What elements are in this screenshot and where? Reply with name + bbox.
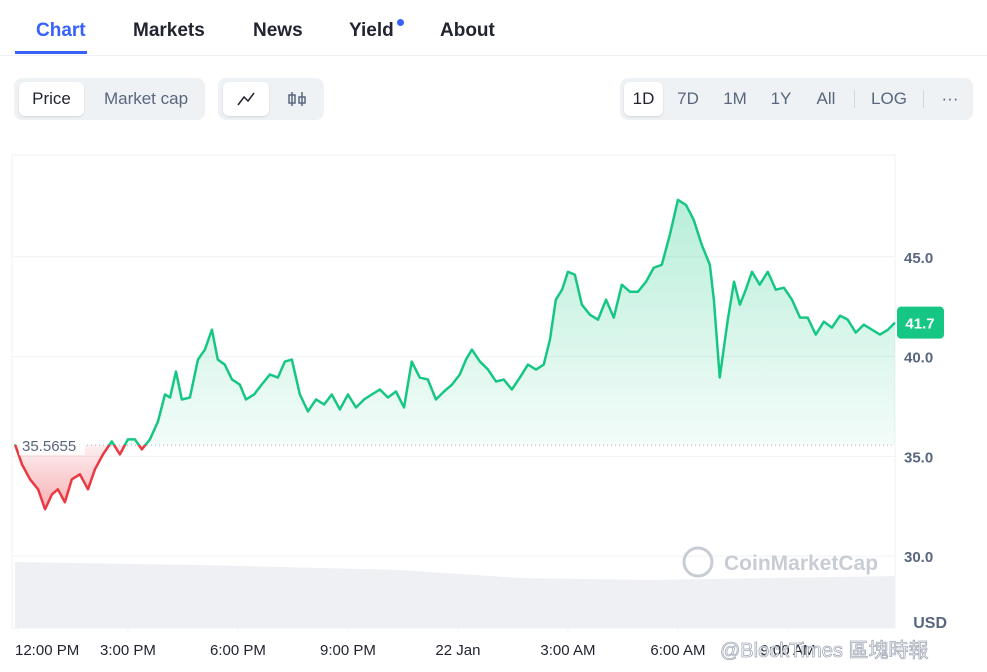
icon-path <box>291 92 303 106</box>
toggle-button[interactable]: Market cap <box>103 89 189 108</box>
line-style-button[interactable] <box>223 82 269 116</box>
price-tag-label: 41.7 <box>905 316 934 333</box>
price-tag <box>897 306 944 339</box>
x-tick-label: 22 Jan <box>435 642 480 659</box>
y-tick-label: 30.0 <box>904 549 933 566</box>
tab[interactable]: News <box>253 20 303 41</box>
watermark-logo <box>682 546 714 578</box>
tab-underline <box>15 51 87 54</box>
toggle-button[interactable]: Price <box>19 82 84 116</box>
x-tick-label: 9:00 AM <box>760 642 815 659</box>
x-tick-label: 6:00 PM <box>210 642 266 659</box>
y-unit-label: USD <box>913 615 947 632</box>
badge-dot <box>397 19 404 26</box>
volume-area <box>15 562 895 628</box>
x-tick-label: 9:00 PM <box>320 642 376 659</box>
reference-label: 35.5655 <box>22 438 76 455</box>
area <box>15 199 895 510</box>
range-button[interactable]: 1D <box>624 82 663 116</box>
y-tick-label: 45.0 <box>904 250 933 267</box>
y-tick-label: 35.0 <box>904 449 933 466</box>
range-button[interactable]: 7D <box>677 89 699 108</box>
metric-toggle: Price Market cap <box>14 78 205 120</box>
range-button[interactable]: All <box>816 89 836 108</box>
reference-label-bg <box>19 433 85 456</box>
icon-path <box>237 92 255 106</box>
tab[interactable]: Markets <box>133 20 205 41</box>
y-tick-label: 40.0 <box>904 350 933 367</box>
tab[interactable]: About <box>440 20 495 41</box>
line-icon <box>237 92 255 106</box>
price-line <box>13 198 896 511</box>
watermark: CoinMarketCap <box>724 552 878 575</box>
x-tick-label: 12:00 PM <box>15 642 79 659</box>
tab[interactable]: Chart <box>36 20 86 41</box>
more-button[interactable]: ··· <box>941 89 959 108</box>
candle-style-button[interactable] <box>274 82 320 116</box>
range-toggle: 1D 7D 1M 1Y All LOG ··· <box>620 78 973 120</box>
icon-path <box>288 94 296 104</box>
log-button[interactable]: LOG <box>871 89 907 108</box>
range-button[interactable]: 1M <box>723 89 747 108</box>
x-tick-label: 3:00 AM <box>540 642 595 659</box>
tab[interactable]: Yield <box>349 20 394 41</box>
separator <box>923 90 924 108</box>
icon-path <box>298 96 306 104</box>
range-button[interactable]: 1Y <box>770 89 792 108</box>
candle-icon <box>288 92 306 106</box>
x-tick-label: 6:00 AM <box>650 642 705 659</box>
x-tick-label: 3:00 PM <box>100 642 156 659</box>
chart-style-toggle <box>218 78 324 120</box>
overlay-watermark: @BlockTimes 區塊時報 <box>720 639 928 662</box>
divider <box>0 55 987 56</box>
separator <box>854 90 855 108</box>
